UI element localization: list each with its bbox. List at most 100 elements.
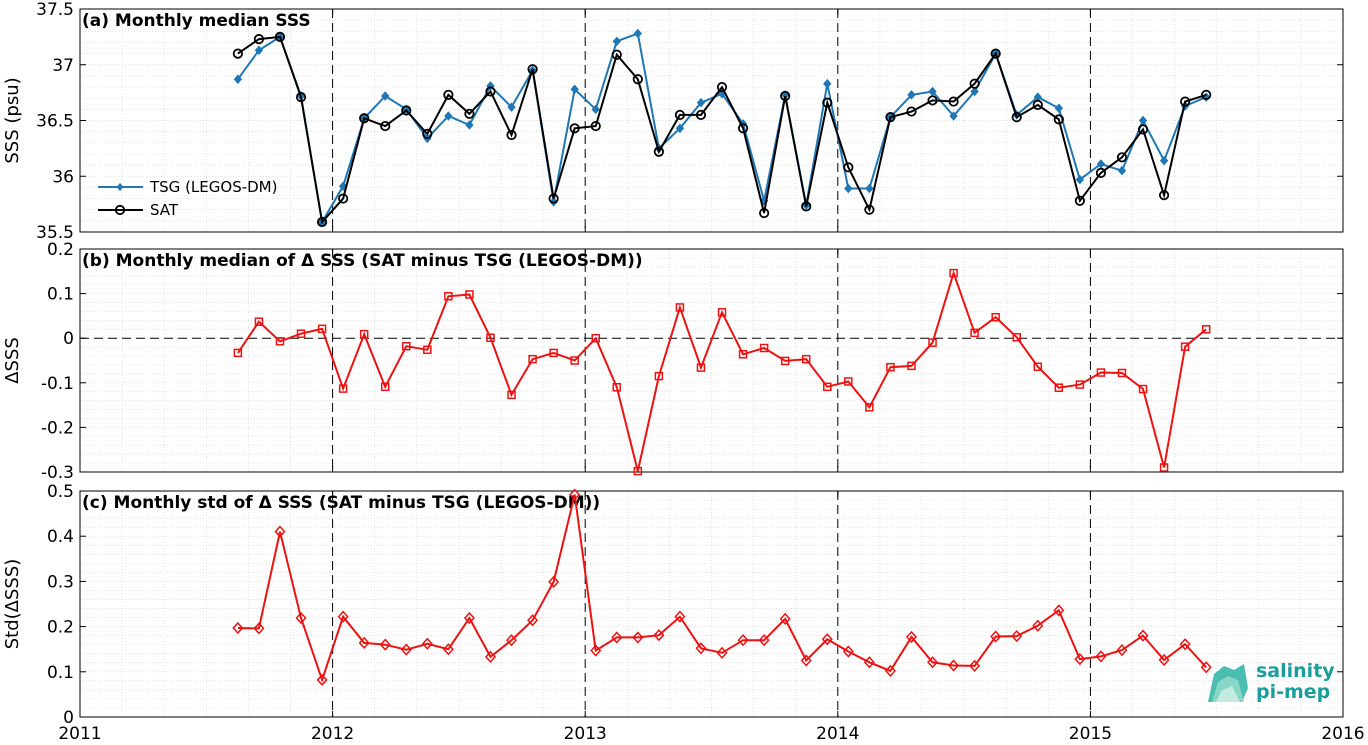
y-tick-label: -0.2 (41, 418, 74, 438)
delta-point (1159, 463, 1169, 472)
tsg-point (254, 45, 264, 56)
y-tick-label: 35.5 (36, 223, 74, 243)
delta-point (949, 268, 958, 278)
sat-point (1011, 112, 1022, 123)
tsg-point (570, 84, 579, 95)
y-tick-label: -0.1 (41, 374, 74, 394)
std-point (969, 659, 981, 673)
series-line-1 (237, 35, 1207, 225)
tsg-point (612, 36, 621, 47)
std-point (927, 656, 939, 669)
tsg-point (823, 78, 832, 89)
delta-point (507, 390, 516, 400)
y-tick-label: 0.1 (47, 663, 74, 683)
delta-point (865, 403, 874, 412)
panel-title: (c) Monthly std of Δ SSS (SAT minus TSG … (82, 493, 600, 513)
sat-point (1158, 190, 1170, 201)
sat-point (590, 120, 601, 132)
delta-point (338, 384, 348, 393)
sat-point (1053, 114, 1064, 125)
delta-point (1117, 368, 1127, 378)
sat-point (1137, 124, 1149, 135)
std-point (800, 654, 812, 667)
x-tick-label: 2011 (58, 724, 101, 744)
sat-point (801, 201, 812, 212)
sat-point (716, 81, 728, 93)
delta-point (928, 338, 937, 347)
sat-point (380, 120, 391, 132)
std-point (358, 636, 370, 649)
std-point (674, 610, 686, 623)
delta-point (423, 345, 432, 355)
axes-frame (79, 248, 1344, 473)
std-point (779, 612, 791, 626)
y-tick-label: 0.4 (47, 527, 74, 547)
delta-point (254, 317, 264, 326)
std-point (274, 525, 286, 538)
legend-marker-sat (114, 204, 126, 216)
delta-point (380, 382, 390, 392)
sat-point (611, 49, 622, 60)
sat-point (316, 216, 328, 228)
sat-point (232, 48, 243, 59)
std-point (695, 642, 707, 655)
delta-point (654, 371, 664, 381)
sat-point (464, 108, 475, 119)
tsg-point (381, 91, 390, 101)
tsg-point (633, 28, 642, 39)
std-point (1074, 653, 1086, 666)
std-point (569, 488, 581, 501)
delta-point (402, 341, 411, 351)
x-tick-label: 2015 (1069, 724, 1112, 744)
delta-point (823, 382, 832, 392)
delta-point (1138, 384, 1148, 394)
sat-point (948, 96, 959, 107)
std-point (821, 633, 833, 646)
sat-point (359, 113, 370, 124)
tsg-point (1117, 165, 1127, 176)
delta-point (759, 343, 769, 353)
tsg-point (1075, 174, 1085, 185)
tsg-point (949, 111, 958, 121)
sat-point (1074, 195, 1085, 206)
y-axis-label: Std(ΔSSS) (2, 559, 23, 650)
delta-point (633, 466, 643, 476)
tsg-point (696, 97, 706, 108)
delta-point (1054, 383, 1064, 392)
std-point (1137, 629, 1149, 642)
sat-point (527, 64, 538, 75)
delta-point (801, 354, 811, 364)
sat-point (632, 74, 643, 85)
tsg-point (233, 74, 243, 85)
sat-point (569, 123, 580, 134)
sat-point (422, 128, 433, 139)
delta-point (612, 383, 622, 392)
y-axis-label: ΔSSS (2, 337, 23, 384)
std-point (463, 611, 475, 625)
legend-label-tsg: TSG (LEGOS-DM) (149, 178, 277, 196)
tsg-point (591, 104, 600, 115)
x-tick-label: 2013 (564, 724, 607, 744)
sat-point (295, 91, 307, 103)
sat-point (674, 109, 686, 121)
x-tick-label: 2012 (311, 724, 354, 744)
delta-point (844, 377, 853, 386)
std-point (1200, 661, 1212, 674)
delta-point (233, 348, 243, 358)
sat-point (1116, 152, 1128, 163)
delta-point (1033, 362, 1043, 371)
std-point (400, 643, 412, 656)
legend: TSG (LEGOS-DM) SAT (98, 178, 277, 219)
tsg-point (507, 102, 516, 112)
panel-a-monthly-median-sss: 35.5 36 36.5 37 37.5 SSS (psu) (a) Monthly med… (2, 0, 1344, 243)
logo-text-pi-mep: pi-mep (1256, 681, 1330, 703)
sat-point (737, 123, 749, 134)
sat-point (485, 86, 496, 97)
sat-point (864, 204, 875, 215)
tsg-point (1159, 155, 1169, 166)
salinity-pi-mep-logo: salinity pi-mep (1208, 660, 1335, 703)
std-point (948, 659, 960, 672)
std-point (506, 634, 518, 647)
tsg-point (865, 183, 874, 194)
delta-point (675, 303, 685, 312)
